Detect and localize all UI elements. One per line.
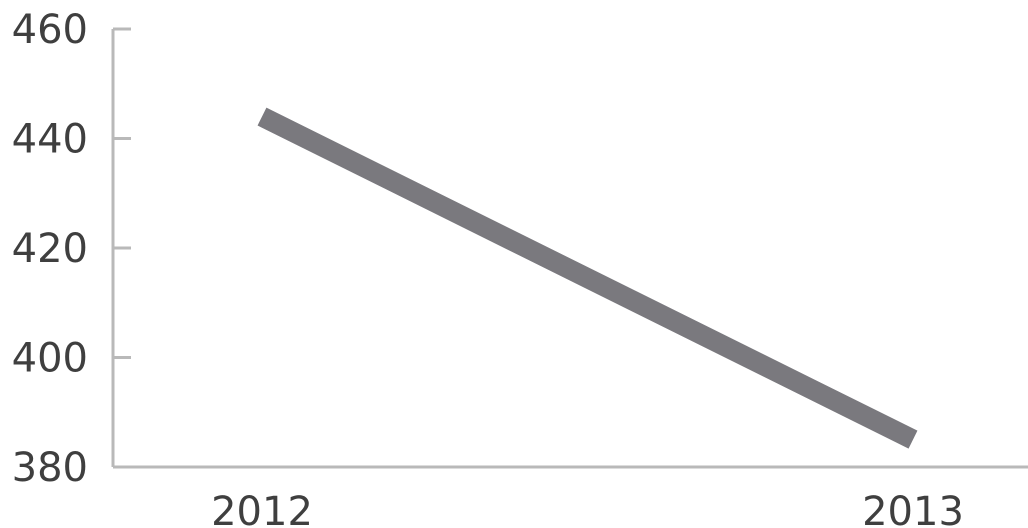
x-axis: 2012 2013 [113, 465, 1028, 528]
y-tick-label: 400 [12, 336, 88, 382]
y-tick-label: 460 [12, 7, 88, 53]
series-line-0 [257, 107, 918, 449]
y-tick-label: 420 [12, 226, 88, 272]
y-tick-label: 380 [12, 445, 88, 491]
y-tick-label: 440 [12, 117, 88, 163]
y-axis: 460 440 420 400 380 [12, 7, 131, 491]
series-layer [257, 107, 918, 449]
x-tick-label: 2013 [862, 489, 964, 528]
x-tick-label: 2012 [211, 489, 313, 528]
